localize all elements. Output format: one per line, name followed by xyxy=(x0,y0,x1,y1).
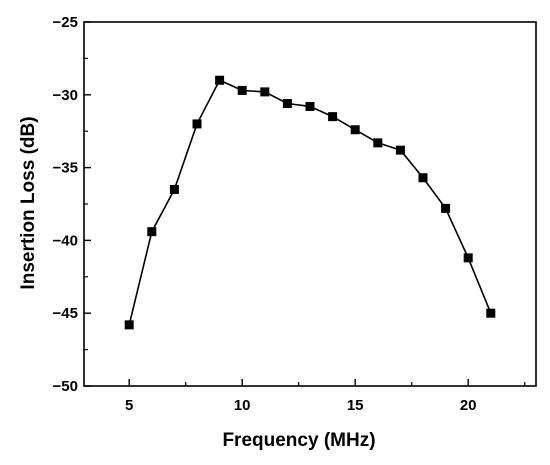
data-point xyxy=(260,87,270,97)
data-point xyxy=(124,320,134,330)
y-axis-title: Insertion Loss (dB) xyxy=(18,116,39,289)
data-point xyxy=(395,145,405,155)
plot-frame xyxy=(83,21,537,387)
data-point xyxy=(441,203,451,213)
x-tick-label: 20 xyxy=(460,397,477,414)
x-tick-label: 5 xyxy=(125,397,133,414)
data-point xyxy=(215,75,225,85)
data-point xyxy=(237,85,247,95)
data-point xyxy=(147,227,157,237)
data-point xyxy=(282,99,292,109)
axes: 5 10 15 20 −50 −45 −40 −35 −30 −25 xyxy=(53,14,537,414)
data-point xyxy=(463,253,473,263)
data-point xyxy=(486,308,496,318)
data-point xyxy=(192,119,202,129)
x-tick-label: 10 xyxy=(234,397,251,414)
y-tick-label: −40 xyxy=(53,232,78,249)
y-tick-label: −30 xyxy=(53,87,78,104)
data-point xyxy=(169,184,179,194)
data-point xyxy=(328,112,338,122)
x-axis-title: Frequency (MHz) xyxy=(222,430,375,451)
data-point xyxy=(418,173,428,183)
data-point xyxy=(373,138,383,148)
y-tick-label: −35 xyxy=(53,160,78,177)
x-tick-label: 15 xyxy=(347,397,364,414)
series-line xyxy=(128,79,492,325)
y-tick-label: −25 xyxy=(53,14,78,31)
data-point xyxy=(305,101,315,111)
y-tick-label: −50 xyxy=(53,378,78,395)
y-tick-label: −45 xyxy=(53,305,78,322)
data-point xyxy=(350,125,360,135)
series-line-group xyxy=(124,75,496,330)
